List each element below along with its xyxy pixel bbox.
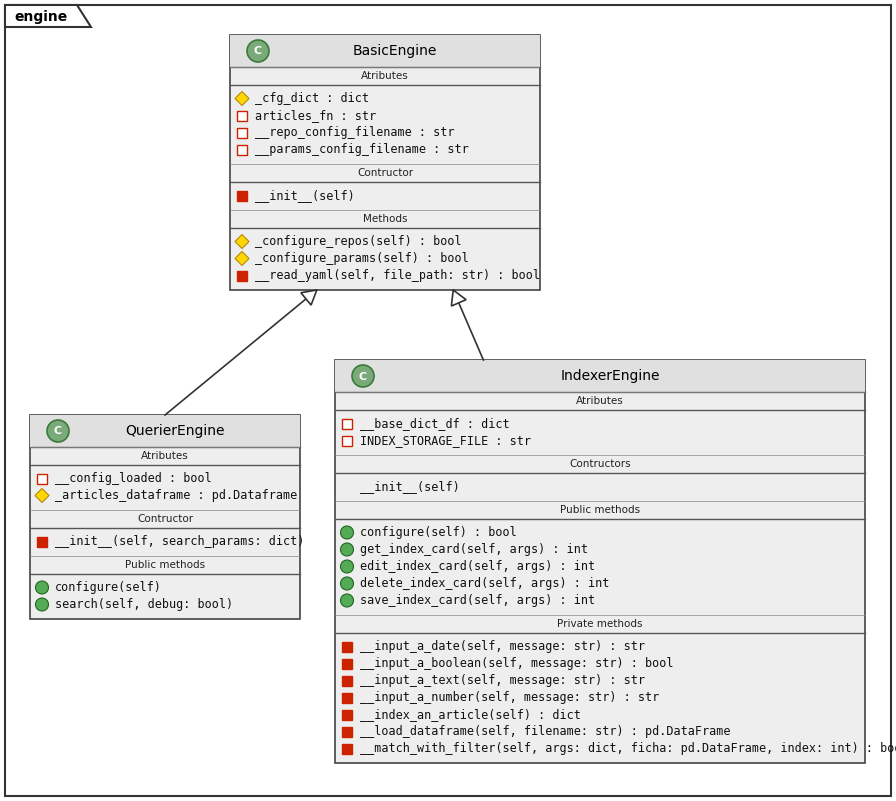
Text: BasicEngine: BasicEngine — [353, 44, 437, 58]
Text: __load_dataframe(self, filename: str) : pd.DataFrame: __load_dataframe(self, filename: str) : … — [360, 725, 730, 738]
Text: QuerierEngine: QuerierEngine — [125, 424, 225, 438]
Circle shape — [340, 543, 354, 556]
Text: configure(self): configure(self) — [55, 581, 162, 594]
Polygon shape — [235, 252, 249, 265]
Text: _cfg_dict : dict: _cfg_dict : dict — [255, 92, 369, 105]
Bar — [37, 473, 47, 484]
Circle shape — [340, 560, 354, 573]
Bar — [237, 144, 247, 155]
Text: delete_index_card(self, args) : int: delete_index_card(self, args) : int — [360, 577, 609, 590]
Bar — [342, 693, 352, 702]
Text: __config_loaded : bool: __config_loaded : bool — [55, 472, 211, 485]
Text: __read_yaml(self, file_path: str) : bool: __read_yaml(self, file_path: str) : bool — [255, 269, 540, 282]
Polygon shape — [235, 91, 249, 106]
Text: Contructor: Contructor — [137, 514, 193, 524]
Polygon shape — [452, 290, 466, 306]
Text: configure(self) : bool: configure(self) : bool — [360, 526, 517, 539]
Text: Public methods: Public methods — [560, 505, 640, 515]
Circle shape — [36, 598, 48, 611]
Text: search(self, debug: bool): search(self, debug: bool) — [55, 598, 233, 611]
Bar — [237, 127, 247, 138]
Text: IndexerEngine: IndexerEngine — [560, 369, 659, 383]
Bar — [342, 436, 352, 445]
Polygon shape — [35, 489, 49, 502]
Bar — [335, 360, 865, 392]
Text: engine: engine — [14, 10, 67, 24]
Text: INDEX_STORAGE_FILE : str: INDEX_STORAGE_FILE : str — [360, 434, 531, 447]
Bar — [342, 727, 352, 736]
Text: __params_config_filename : str: __params_config_filename : str — [255, 143, 469, 156]
Text: Methods: Methods — [363, 214, 408, 224]
Text: articles_fn : str: articles_fn : str — [255, 109, 376, 122]
Text: C: C — [54, 426, 62, 437]
Bar — [342, 642, 352, 651]
Bar — [342, 743, 352, 754]
Bar — [30, 415, 300, 447]
Bar — [237, 111, 247, 120]
Polygon shape — [235, 235, 249, 248]
Circle shape — [247, 40, 269, 62]
Bar — [230, 35, 540, 67]
Text: __input_a_text(self, message: str) : str: __input_a_text(self, message: str) : str — [360, 674, 645, 687]
Text: C: C — [254, 46, 262, 57]
Text: __input_a_date(self, message: str) : str: __input_a_date(self, message: str) : str — [360, 640, 645, 653]
Text: edit_index_card(self, args) : int: edit_index_card(self, args) : int — [360, 560, 595, 573]
Text: __input_a_boolean(self, message: str) : bool: __input_a_boolean(self, message: str) : … — [360, 657, 674, 670]
Bar — [237, 271, 247, 280]
Text: get_index_card(self, args) : int: get_index_card(self, args) : int — [360, 543, 588, 556]
Bar — [342, 418, 352, 429]
Bar — [335, 360, 865, 763]
Text: __init__(self): __init__(self) — [255, 189, 355, 202]
Circle shape — [36, 581, 48, 594]
Text: Private methods: Private methods — [557, 619, 642, 629]
Bar — [30, 415, 300, 619]
Circle shape — [340, 577, 354, 590]
Text: __input_a_number(self, message: str) : str: __input_a_number(self, message: str) : s… — [360, 691, 659, 704]
Bar — [230, 35, 540, 290]
Text: Public methods: Public methods — [125, 560, 205, 570]
Polygon shape — [301, 290, 317, 305]
Text: Atributes: Atributes — [576, 396, 624, 406]
Text: C: C — [359, 372, 367, 381]
Text: Contructors: Contructors — [569, 459, 631, 469]
Text: __init__(self): __init__(self) — [360, 480, 460, 493]
Text: __repo_config_filename : str: __repo_config_filename : str — [255, 126, 454, 139]
Circle shape — [340, 594, 354, 607]
Bar — [237, 191, 247, 200]
Text: save_index_card(self, args) : int: save_index_card(self, args) : int — [360, 594, 595, 607]
Text: _configure_repos(self) : bool: _configure_repos(self) : bool — [255, 235, 461, 248]
Text: __init__(self, search_params: dict): __init__(self, search_params: dict) — [55, 535, 305, 548]
Bar — [342, 658, 352, 669]
Circle shape — [47, 420, 69, 442]
Polygon shape — [5, 5, 91, 27]
Bar — [342, 710, 352, 719]
Circle shape — [340, 526, 354, 539]
Text: _articles_dataframe : pd.Dataframe: _articles_dataframe : pd.Dataframe — [55, 489, 297, 502]
Text: Contructor: Contructor — [357, 168, 413, 178]
Bar — [37, 537, 47, 546]
Text: Atributes: Atributes — [361, 71, 409, 81]
Text: Atributes: Atributes — [142, 451, 189, 461]
Text: __match_with_filter(self, args: dict, ficha: pd.DataFrame, index: int) : bool: __match_with_filter(self, args: dict, fi… — [360, 742, 896, 755]
Bar — [342, 675, 352, 686]
Circle shape — [352, 365, 374, 387]
Text: __index_an_article(self) : dict: __index_an_article(self) : dict — [360, 708, 581, 721]
Text: __base_dict_df : dict: __base_dict_df : dict — [360, 417, 510, 430]
Text: _configure_params(self) : bool: _configure_params(self) : bool — [255, 252, 469, 265]
